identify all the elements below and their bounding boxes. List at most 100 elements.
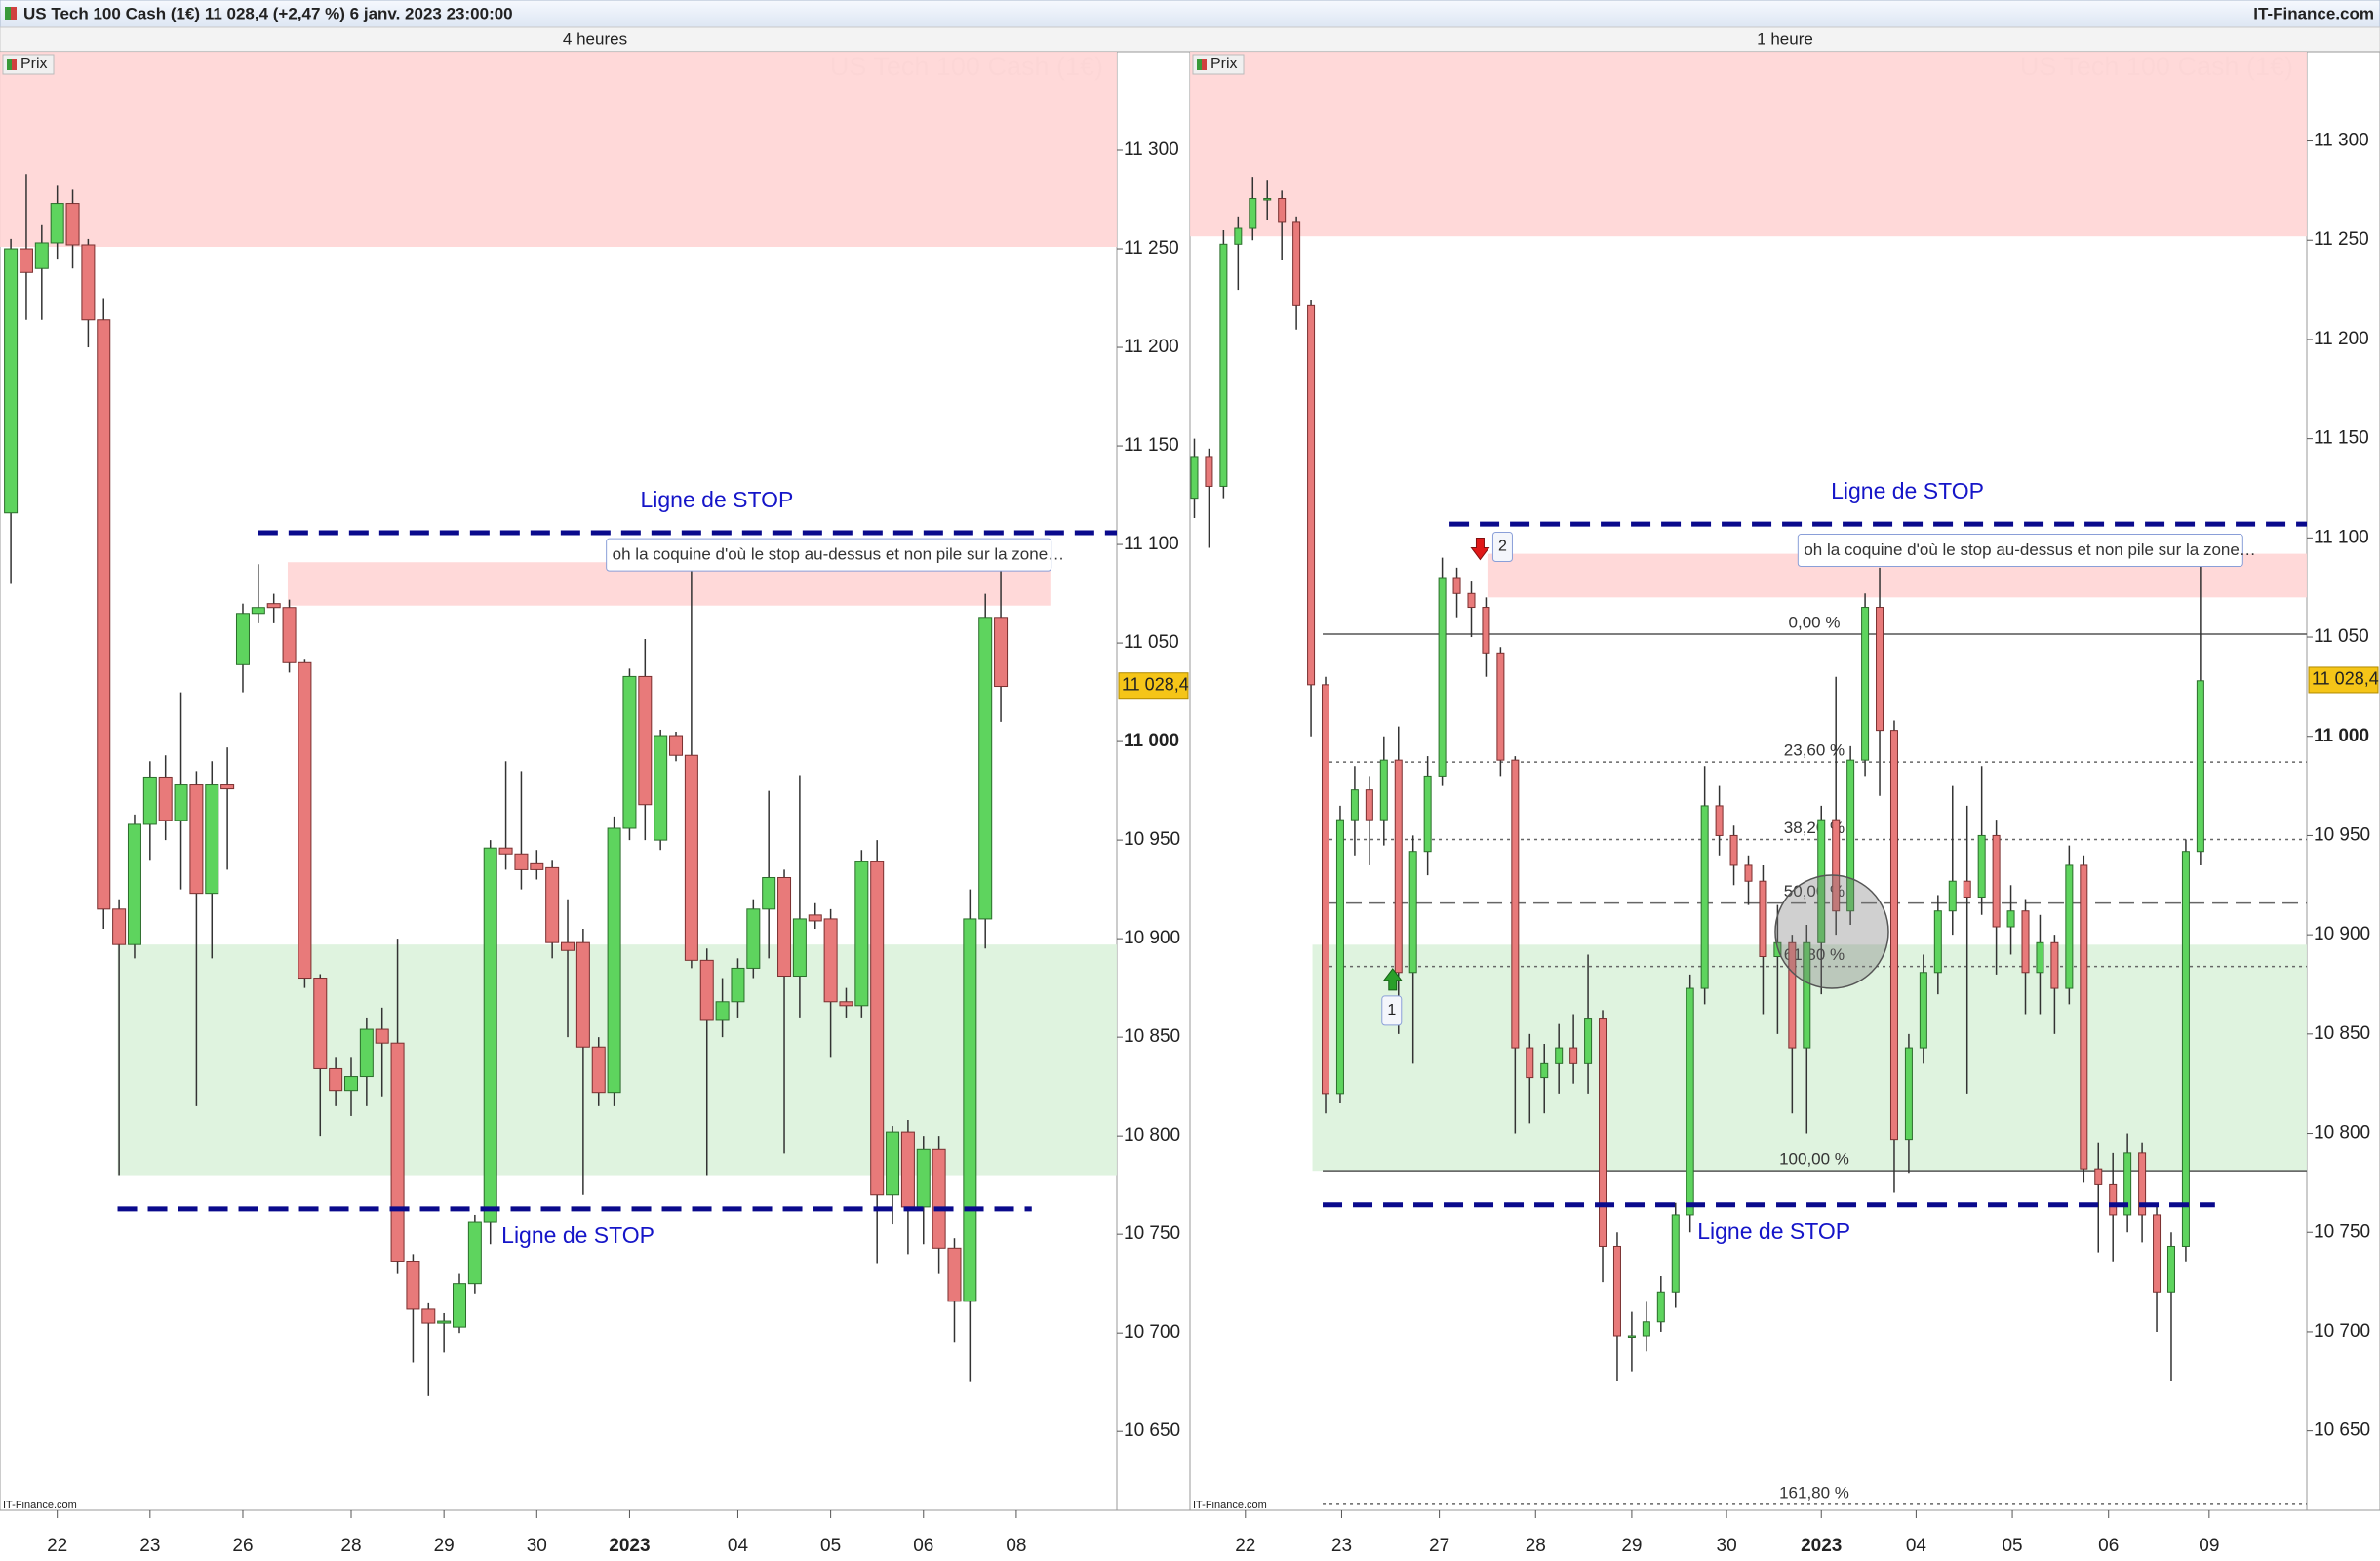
y-tick-label: 11 100 — [1124, 534, 1179, 554]
title-icon — [5, 7, 11, 20]
legend-icon — [1197, 59, 1202, 70]
candle-body — [762, 876, 776, 910]
y-tick-label: 10 650 — [2314, 1421, 2370, 1441]
candle-body — [1642, 1321, 1650, 1337]
candle-body — [1832, 819, 1841, 912]
last-price-tag — [2308, 666, 2379, 694]
y-tick-label: 11 250 — [2314, 229, 2369, 250]
x-tick-label: 23 — [139, 1536, 160, 1556]
candle-body — [2138, 1152, 2147, 1216]
candle-body — [1249, 198, 1257, 229]
y-tick-label: 11 050 — [2314, 626, 2369, 647]
candle-body — [1394, 759, 1403, 974]
candle-body — [591, 1046, 606, 1094]
candle-body — [1423, 775, 1432, 853]
candle-body — [514, 853, 529, 870]
sub-bar — [0, 26, 2380, 53]
highlight-circle — [1774, 874, 1889, 989]
signal-label: 1 — [1387, 1002, 1396, 1019]
candle-body — [453, 1283, 467, 1328]
candle-body — [731, 967, 745, 1003]
candle-body — [1861, 607, 1870, 761]
y-tick-label: 10 800 — [1124, 1125, 1180, 1145]
candle-body — [142, 776, 157, 825]
panel-title: 1 heure — [1757, 29, 1813, 48]
candle-body — [81, 244, 96, 321]
candle-body — [886, 1131, 900, 1196]
source: IT-Finance.com — [1193, 1500, 1267, 1511]
y-tick-label: 10 700 — [2314, 1321, 2370, 1341]
y-tick-label: 10 750 — [2314, 1221, 2370, 1242]
candle-body — [1205, 456, 1213, 487]
fib-label: 161,80 % — [1779, 1483, 1849, 1501]
stop-label: Ligne de STOP — [640, 487, 793, 512]
candle-body — [1876, 607, 1884, 732]
zone — [1190, 52, 2307, 237]
candle-body — [2181, 851, 2190, 1247]
candle-body — [1555, 1047, 1564, 1064]
candle-body — [1307, 304, 1316, 686]
x-tick-label: 22 — [1235, 1536, 1255, 1556]
fib-label: 100,00 % — [1779, 1150, 1849, 1169]
fib-label: 61,80 % — [1784, 945, 1844, 964]
candle-body — [251, 607, 265, 615]
candle-body — [1627, 1335, 1636, 1339]
candle-body — [2153, 1214, 2162, 1293]
candle-body — [2123, 1152, 2132, 1216]
candle-body — [174, 784, 188, 821]
y-tick-label: 10 950 — [2314, 824, 2370, 845]
note-box — [1797, 534, 2243, 568]
signal-label: 2 — [1498, 539, 1507, 555]
legend-icon — [7, 59, 12, 70]
note-box — [606, 538, 1052, 572]
note-text: oh la coquine d'où le stop au-dessus et … — [1804, 540, 2256, 559]
candle-body — [746, 908, 761, 969]
axis-area — [2306, 51, 2380, 1511]
candle-body — [1438, 577, 1447, 777]
header-site: IT-Finance.com — [2253, 4, 2374, 22]
x-tick-label: 30 — [527, 1536, 547, 1556]
candle-body — [375, 1028, 389, 1044]
y-tick-label: 11 150 — [1124, 435, 1179, 456]
x-tick-label: 04 — [728, 1536, 749, 1556]
signal-arrow — [1382, 968, 1403, 991]
x-tick-label: 27 — [1429, 1536, 1449, 1556]
x-tick-label: 2023 — [609, 1536, 650, 1556]
candle-body — [1263, 198, 1272, 201]
candle-body — [1584, 1018, 1593, 1064]
candle-body — [1190, 456, 1199, 500]
candle-body — [2080, 864, 2088, 1170]
candle-body — [1744, 864, 1753, 882]
y-tick-label: 10 850 — [1124, 1026, 1180, 1047]
candle-body — [1846, 759, 1855, 912]
candle-body — [545, 866, 560, 943]
candle-body — [792, 918, 807, 978]
x-tick-label: 05 — [2002, 1536, 2022, 1556]
y-tick-label: 10 650 — [1124, 1421, 1180, 1441]
candle-body — [870, 861, 885, 1196]
fib-label: 50,00 % — [1784, 882, 1844, 901]
y-tick-label: 11 100 — [2314, 527, 2369, 547]
candle-body — [343, 1076, 358, 1092]
candle-body — [97, 319, 111, 910]
candle-body — [1933, 910, 1942, 974]
candle-body — [2036, 941, 2044, 974]
candle-body — [498, 847, 513, 855]
plot-area — [0, 51, 1118, 1511]
stop-label: Ligne de STOP — [1831, 478, 1984, 503]
candle-body — [932, 1148, 946, 1249]
candle-body — [1379, 759, 1388, 821]
candle-body — [483, 847, 497, 1223]
candle-body — [359, 1028, 374, 1078]
candle-body — [65, 203, 80, 246]
y-tick-label: 11 300 — [2314, 131, 2369, 151]
x-tick-label: 28 — [1526, 1536, 1546, 1556]
candle-body — [158, 776, 173, 821]
y-tick-label: 11 000 — [2314, 726, 2369, 746]
candle-body — [19, 248, 33, 273]
header-title: US Tech 100 Cash (1€) 11 028,4 (+2,47 %)… — [23, 4, 513, 22]
y-tick-label: 10 900 — [1124, 928, 1180, 948]
candle-body — [2006, 910, 2015, 928]
candle-body — [978, 617, 993, 920]
